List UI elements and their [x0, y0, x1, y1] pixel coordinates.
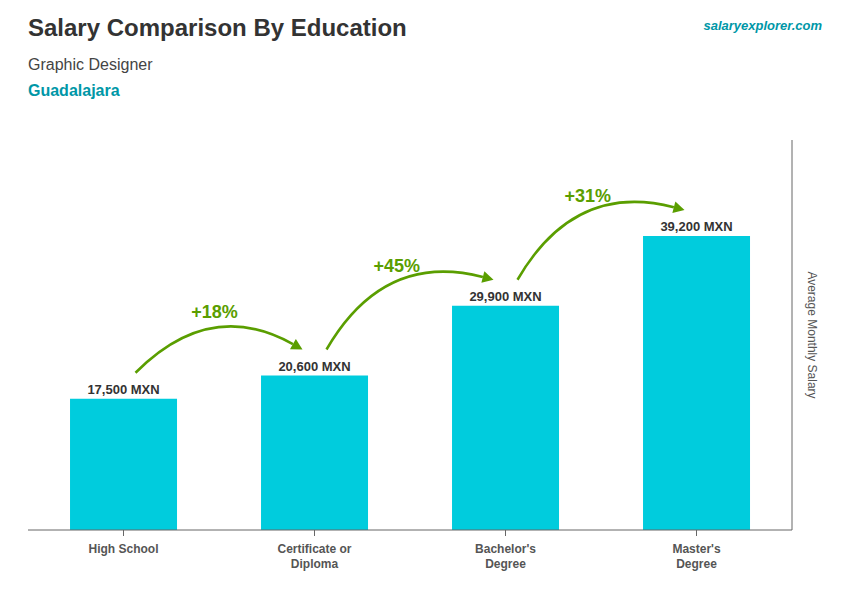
- svg-text:Master'sDegree: Master'sDegree: [672, 542, 721, 571]
- svg-text:+18%: +18%: [191, 302, 238, 322]
- svg-text:39,200 MXN: 39,200 MXN: [660, 219, 732, 234]
- html-text:Graphic Designer: Graphic Designer: [28, 56, 153, 73]
- svg-text:17,500 MXN: 17,500 MXN: [87, 382, 159, 397]
- html-text:Guadalajara: Guadalajara: [28, 82, 120, 99]
- html-text:salaryexplorer.com: salaryexplorer.com: [703, 18, 822, 33]
- svg-text:29,900 MXN: 29,900 MXN: [469, 289, 541, 304]
- svg-text:Certificate orDiploma: Certificate orDiploma: [277, 542, 351, 571]
- svg-text:High School: High School: [89, 542, 159, 556]
- svg-text:+31%: +31%: [564, 186, 611, 206]
- svg-text:Bachelor'sDegree: Bachelor'sDegree: [475, 542, 536, 571]
- svg-text:+45%: +45%: [373, 256, 420, 276]
- svg-text:Average Monthly Salary: Average Monthly Salary: [805, 271, 819, 398]
- svg-text:20,600 MXN: 20,600 MXN: [278, 359, 350, 374]
- html-text:Salary Comparison By Education: Salary Comparison By Education: [28, 14, 407, 41]
